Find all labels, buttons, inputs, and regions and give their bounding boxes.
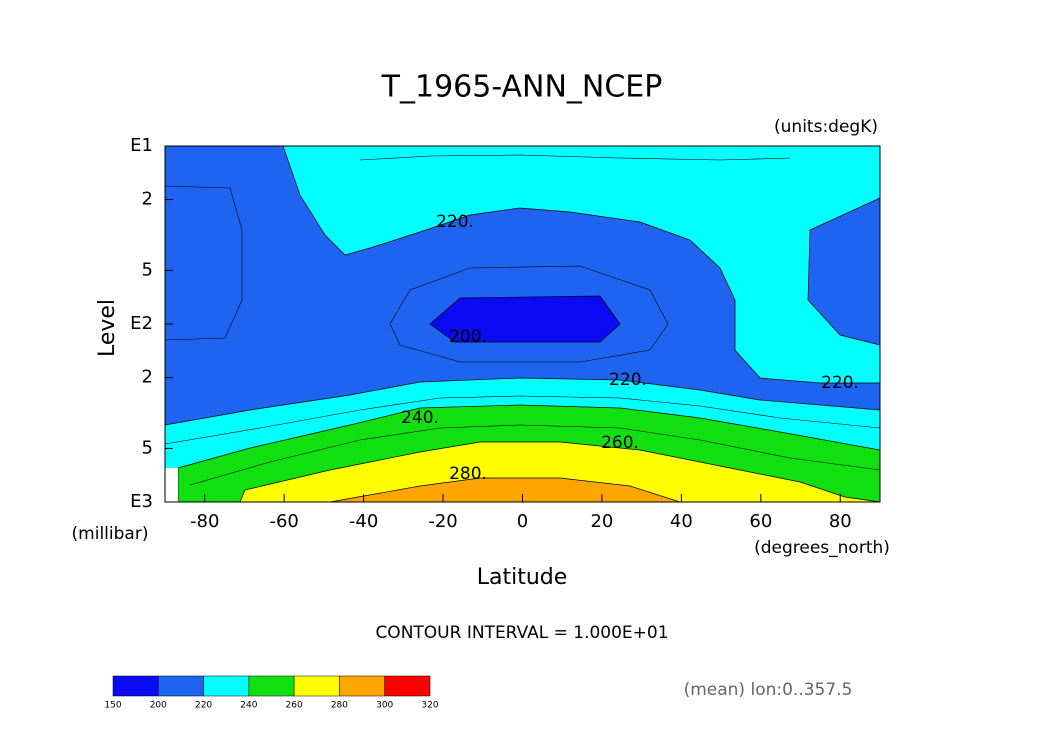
y-tick-label: 5 [142,259,153,280]
colorbar-bin [158,675,204,697]
x-tick-label: 40 [670,511,693,532]
contour-label: 220. [821,373,859,393]
colorbar-bin [293,675,340,697]
contour-label: 280. [449,464,487,484]
x-tick-label: 80 [829,511,852,532]
x-tick-label: 60 [749,511,772,532]
colorbar-bin [384,675,431,697]
contour-line [389,265,669,363]
colorbar-bin [203,675,250,697]
contour-line [164,395,881,445]
footnote: (mean) lon:0..357.5 [684,680,853,700]
colorbar-label: 200 [150,701,167,711]
x-tick-label: 0 [517,511,528,532]
x-tick-label: -80 [190,511,219,532]
contour-line [359,154,791,161]
contour-label: 220. [436,212,474,232]
y-tick-label: E1 [130,135,153,156]
y-tick-label: 2 [142,189,153,210]
x-tick-label: -20 [428,511,457,532]
contour-region [239,441,881,503]
units-label: (units:degK) [774,117,878,137]
contour-label: 240. [401,408,439,428]
x-tick-label: -40 [349,511,378,532]
colorbar-label: 260 [286,701,303,711]
contour-label: 220. [609,370,647,390]
colorbar-label: 320 [421,701,438,711]
colorbar-label: 280 [331,701,348,711]
colorbar-bin [248,675,295,697]
contour-line [189,424,881,486]
contour-label: 200. [449,327,487,347]
contour-note: CONTOUR INTERVAL = 1.000E+01 [375,623,668,643]
contour-label: 260. [601,433,639,453]
x-tick-label: -60 [269,511,298,532]
colorbar-label: 220 [195,701,212,711]
colorbar-label: 300 [376,701,393,711]
y-tick-label: E2 [130,313,153,334]
x-tick-label: 20 [590,511,613,532]
colorbar-label: 150 [104,701,121,711]
y-tick-label: 2 [142,367,153,388]
chart-title: T_1965-ANN_NCEP [381,70,663,105]
y-units-label: (millibar) [72,524,149,544]
colorbar-label: 240 [240,701,257,711]
contour-region [429,295,621,343]
y-tick-label: E3 [130,491,153,512]
y-axis-label: Level [95,299,120,357]
x-axis-label: Latitude [477,565,568,590]
contour-line [164,185,243,341]
x-units-label: (degrees_north) [754,538,890,558]
missing-data [165,468,178,502]
colorbar-bin [339,675,385,697]
colorbar-bin [112,675,159,697]
contour-region [282,145,881,384]
y-tick-label: 5 [142,437,153,458]
